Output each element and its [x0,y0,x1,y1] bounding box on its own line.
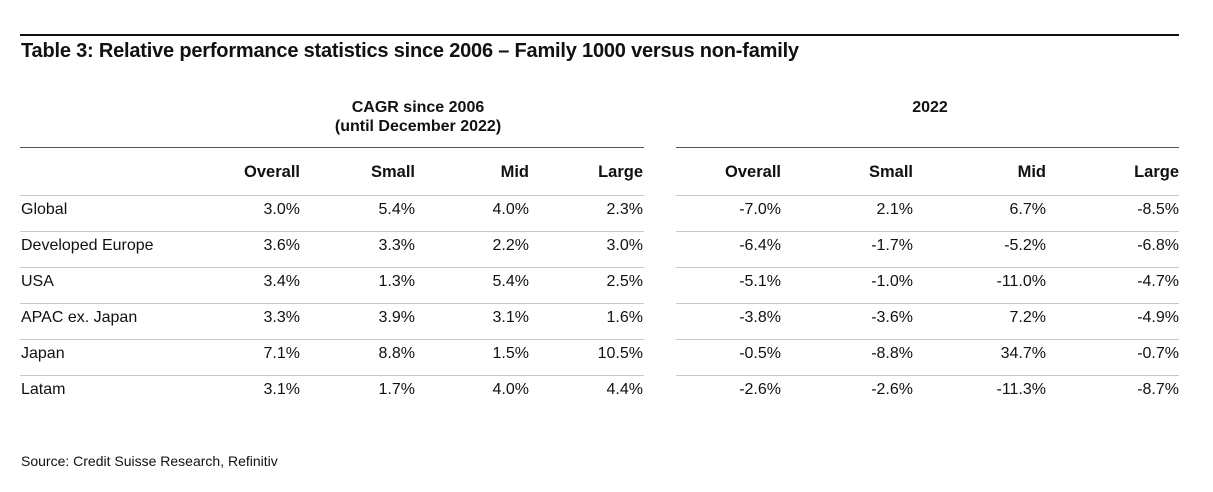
row-divider [20,339,644,340]
table-cell: 1.7% [378,381,415,398]
table-cell: 7.1% [263,345,300,362]
row-label: Japan [21,345,65,362]
row-divider [20,375,644,376]
table-cell: -11.0% [996,273,1046,290]
table-cell: 3.1% [263,381,300,398]
table-cell: 2.1% [876,201,913,218]
row-divider [20,303,644,304]
column-header: Mid [500,163,529,181]
table-cell: 3.1% [492,309,529,326]
column-header: Overall [244,163,300,181]
table-cell: -8.5% [1137,201,1179,218]
table-cell: -1.7% [871,237,913,254]
row-label: Global [21,201,68,218]
row-label: Latam [21,381,66,398]
group-header-cagr: CAGR since 2006 (until December 2022) [300,98,536,136]
table-cell: 4.0% [492,201,529,218]
table-title: Table 3: Relative performance statistics… [21,40,799,62]
table-cell: -11.3% [996,381,1046,398]
row-divider [676,339,1179,340]
table-cell: -3.6% [871,309,913,326]
group-rule-left [20,147,644,148]
row-label: Developed Europe [21,237,154,254]
table-cell: -2.6% [739,381,781,398]
table-cell: 3.3% [378,237,415,254]
row-divider [20,231,644,232]
table-cell: -1.0% [871,273,913,290]
group-header-cagr-line1: CAGR since 2006 [351,99,485,116]
table-cell: -0.5% [739,345,781,362]
column-header: Mid [1017,163,1046,181]
row-divider [676,231,1179,232]
table-cell: 1.5% [492,345,529,362]
column-header: Large [1134,163,1179,181]
table-cell: 3.4% [263,273,300,290]
row-divider [676,267,1179,268]
table-cell: -8.7% [1137,381,1179,398]
table-cell: -0.7% [1137,345,1179,362]
table-cell: -2.6% [871,381,913,398]
table-cell: 3.9% [378,309,415,326]
table-cell: 7.2% [1009,309,1046,326]
group-header-cagr-line2: (until December 2022) [334,118,502,135]
table-cell: 6.7% [1009,201,1046,218]
row-divider [676,195,1179,196]
table-cell: 8.8% [378,345,415,362]
table-cell: -5.2% [1004,237,1046,254]
table-cell: 3.6% [263,237,300,254]
table-cell: 1.3% [378,273,415,290]
table-cell: 1.6% [606,309,643,326]
table-cell: 2.2% [492,237,529,254]
source-note: Source: Credit Suisse Research, Refiniti… [21,453,278,469]
column-header: Small [868,163,913,181]
table-cell: 5.4% [378,201,415,218]
row-divider [20,195,644,196]
table-cell: -6.4% [739,237,781,254]
group-rule-right [676,147,1179,148]
row-divider [676,375,1179,376]
table-cell: 4.0% [492,381,529,398]
table-cell: 10.5% [597,345,643,362]
table-cell: 3.0% [263,201,300,218]
table-cell: 34.7% [1000,345,1046,362]
column-header: Small [370,163,415,181]
table-cell: -4.9% [1137,309,1179,326]
row-label: APAC ex. Japan [21,309,138,326]
top-rule [20,34,1179,36]
table-cell: -6.8% [1137,237,1179,254]
table-cell: -4.7% [1137,273,1179,290]
column-header: Large [598,163,643,181]
table-cell: -7.0% [739,201,781,218]
table-cell: 3.3% [263,309,300,326]
table-cell: -3.8% [739,309,781,326]
table-cell: 3.0% [606,237,643,254]
row-divider [676,303,1179,304]
table-cell: 2.3% [606,201,643,218]
table-cell: 2.5% [606,273,643,290]
table-cell: -5.1% [739,273,781,290]
group-header-2022: 2022 [912,99,948,116]
table-cell: -8.8% [871,345,913,362]
table-cell: 5.4% [492,273,529,290]
row-divider [20,267,644,268]
column-header: Overall [725,163,781,181]
table-cell: 4.4% [606,381,643,398]
row-label: USA [21,273,54,290]
